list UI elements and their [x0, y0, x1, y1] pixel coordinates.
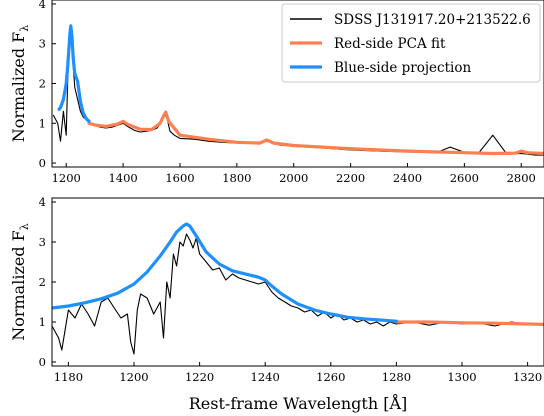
- blue-projection-line: [57, 24, 91, 123]
- x-tick-label: 1180: [54, 370, 83, 384]
- x-tick-label: 1260: [316, 370, 345, 384]
- y-tick-label: 1: [39, 116, 46, 130]
- y-tick-label: 1: [39, 315, 46, 329]
- red-fit-line: [394, 320, 544, 326]
- x-tick-label: 2400: [393, 171, 422, 185]
- blue-projection-line: [52, 222, 398, 323]
- x-tick-label: 1320: [513, 370, 542, 384]
- x-tick-label: 2000: [279, 171, 308, 185]
- x-tick-label: 1220: [185, 370, 214, 384]
- x-tick-label: 2200: [336, 171, 365, 185]
- y-tick-label: 2: [39, 275, 46, 289]
- x-tick-label: 1200: [52, 171, 81, 185]
- axes-frame: [51, 197, 544, 367]
- legend-box: [281, 3, 541, 83]
- x-tick-label: 1280: [382, 370, 411, 384]
- y-tick-label: 0: [39, 355, 46, 369]
- y-tick-label: 3: [39, 37, 46, 51]
- x-tick-label: 1600: [165, 171, 194, 185]
- x-tick-label: 1300: [447, 370, 476, 384]
- top-panel: 1200 1400 1600 1800 2000 2200 2400 2600 2800 0 1 2 3…: [9, 0, 544, 185]
- bottom-panel: 1180 1200 1220 1240 1260 1280 1300 1320 0 1 2 3 4 Nor…: [9, 195, 544, 413]
- x-tick-label: 2600: [450, 171, 479, 185]
- x-axis-label: Rest-frame Wavelength [Å]: [189, 393, 408, 413]
- x-tick-label: 1240: [251, 370, 280, 384]
- legend-entry: Blue-side projection: [334, 60, 471, 76]
- y-tick-label: 3: [39, 235, 46, 249]
- x-tick-label: 1400: [108, 171, 137, 185]
- legend-entry: SDSS J131917.20+213522.6: [334, 12, 531, 28]
- legend: SDSS J131917.20+213522.6 Red-side PCA fit…: [281, 3, 541, 83]
- plot-area: [52, 222, 544, 355]
- red-fit-line: [87, 110, 544, 156]
- x-tick-label: 1800: [222, 171, 251, 185]
- y-axis-label: Normalized Fλ: [9, 25, 31, 143]
- y-tick-label: 0: [39, 156, 46, 170]
- x-tick-label: 2800: [507, 171, 536, 185]
- spectrum-line: [52, 233, 544, 355]
- x-tick-label: 1200: [119, 370, 148, 384]
- y-tick-label: 2: [39, 77, 46, 91]
- y-tick-label: 4: [39, 0, 46, 11]
- legend-entry: Red-side PCA fit: [334, 36, 446, 52]
- y-axis-label: Normalized Fλ: [9, 223, 31, 341]
- plot-area: [52, 24, 544, 156]
- y-tick-label: 4: [39, 195, 46, 209]
